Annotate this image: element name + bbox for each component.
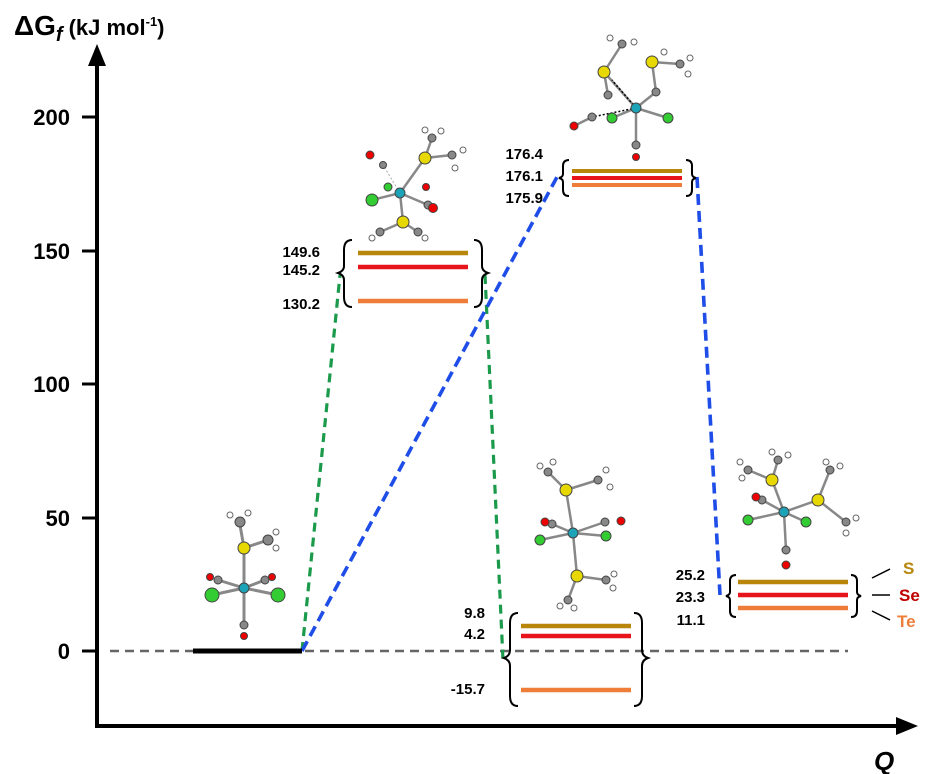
ts2-label-se: 176.1 — [505, 168, 543, 185]
ts1-levels: 149.6 145.2 130.2 — [282, 239, 492, 313]
x-axis-arrow — [896, 717, 918, 735]
product-left-brace — [725, 574, 737, 618]
legend: S Se Te — [871, 559, 920, 631]
intermediate-molecule-image — [534, 458, 626, 612]
green-pathway — [300, 274, 505, 661]
ts2-levels: 176.4 176.1 175.9 — [505, 146, 697, 207]
green-connector-1 — [300, 274, 342, 652]
ts1-right-brace — [473, 239, 492, 308]
ts1-label-te: 130.2 — [282, 296, 320, 313]
legend-label-s: S — [903, 559, 914, 578]
product-label-te: 11.1 — [677, 612, 705, 629]
green-connector-2 — [483, 274, 505, 661]
y-tick-label-100: 100 — [33, 372, 70, 397]
product-label-se: 23.3 — [676, 589, 705, 606]
product-label-s: 25.2 — [676, 567, 705, 584]
intermediate-label-s: 9.8 — [464, 605, 485, 622]
ts1-label-s: 149.6 — [282, 244, 320, 261]
blue-connector-1 — [300, 176, 559, 652]
y-tick-label-50: 50 — [46, 506, 70, 531]
reactant-molecule-image — [204, 509, 286, 640]
y-tick-label-0: 0 — [58, 639, 70, 664]
intermediate-left-brace — [500, 612, 519, 707]
intermediate-right-brace — [633, 612, 652, 707]
ts1-left-brace — [334, 239, 353, 308]
legend-pointer-s — [871, 568, 891, 579]
y-axis-title: ΔGf (kJ mol-1) — [14, 10, 165, 46]
ts2-right-brace — [685, 159, 697, 197]
x-axis-label: Q — [874, 746, 894, 774]
blue-connector-2 — [695, 176, 722, 596]
intermediate-label-se: 4.2 — [464, 626, 485, 643]
ts2-label-te: 175.9 — [505, 190, 543, 207]
ts1-label-se: 145.2 — [282, 262, 320, 279]
product-levels: 25.2 23.3 11.1 — [676, 567, 862, 629]
ts2-label-s: 176.4 — [505, 146, 543, 163]
ts2-molecule-image — [569, 34, 694, 161]
blue-pathway — [300, 176, 722, 652]
product-right-brace — [850, 574, 862, 618]
intermediate-levels: 9.8 4.2 -15.7 — [451, 605, 652, 707]
legend-label-te: Te — [897, 612, 916, 631]
legend-label-se: Se — [899, 586, 920, 605]
product-molecule-image — [736, 448, 860, 570]
y-tick-label-200: 200 — [33, 105, 70, 130]
y-axis-arrow — [88, 44, 106, 66]
ts2-left-brace — [558, 159, 570, 197]
y-ticks: 200 150 100 50 0 — [33, 105, 97, 664]
ts1-molecule-image — [365, 126, 467, 242]
legend-pointer-te — [871, 610, 891, 621]
y-tick-label-150: 150 — [33, 239, 70, 264]
intermediate-label-te: -15.7 — [451, 681, 485, 698]
